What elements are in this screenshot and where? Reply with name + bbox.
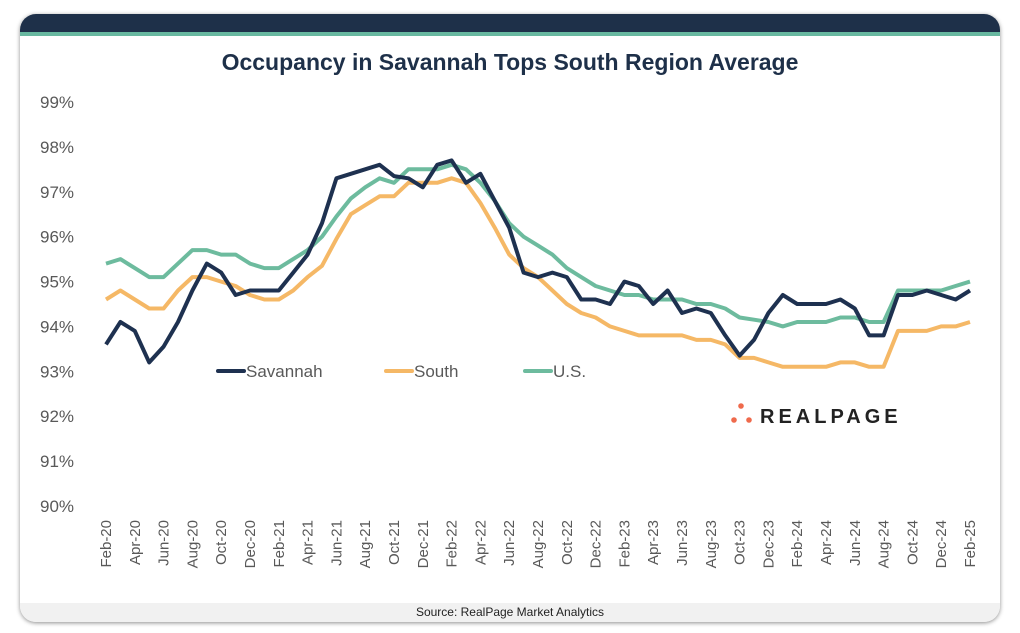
x-tick-label: Aug-23 — [703, 520, 720, 568]
x-tick-label: Jun-20 — [156, 520, 173, 566]
x-tick-label: Oct-20 — [213, 520, 230, 565]
x-tick-label: Jun-24 — [847, 520, 864, 566]
source-note: Source: RealPage Market Analytics — [20, 603, 1000, 622]
x-tick-label: Dec-23 — [760, 520, 777, 568]
x-tick-label: Apr-22 — [472, 520, 489, 565]
y-tick-label: 99% — [40, 93, 74, 112]
y-tick-label: 96% — [40, 228, 74, 247]
x-tick-label: Feb-23 — [616, 520, 633, 568]
x-tick-label: Jun-21 — [328, 520, 345, 566]
logo-dot — [746, 417, 752, 423]
x-tick-label: Apr-21 — [300, 520, 317, 565]
y-tick-label: 90% — [40, 497, 74, 516]
x-tick-label: Feb-25 — [962, 520, 979, 568]
y-axis: 90% 91% 92% 93% 94% 95% 96% 97% 98% 99% — [40, 93, 74, 516]
x-tick-label: Dec-21 — [415, 520, 432, 568]
x-tick-label: Dec-24 — [933, 520, 950, 568]
series-line-us — [105, 162, 971, 329]
x-tick-label: Aug-20 — [184, 520, 201, 568]
x-tick-label: Apr-23 — [645, 520, 662, 565]
x-tick-label: Aug-21 — [357, 520, 374, 568]
x-tick-label: Apr-24 — [818, 520, 835, 565]
x-tick-label: Oct-21 — [386, 520, 403, 565]
realpage-logo: REALPAGE — [731, 403, 902, 428]
y-tick-label: 94% — [40, 317, 74, 336]
x-tick-label: Feb-24 — [789, 520, 806, 568]
series-line-savannah — [104, 158, 972, 365]
y-tick-label: 98% — [40, 138, 74, 157]
y-tick-label: 92% — [40, 407, 74, 426]
x-tick-label: Oct-24 — [904, 520, 921, 565]
y-tick-label: 97% — [40, 183, 74, 202]
y-tick-label: 93% — [40, 362, 74, 381]
x-tick-label: Dec-22 — [588, 520, 605, 568]
chart-title: Occupancy in Savannah Tops South Region … — [221, 49, 799, 75]
logo-dot — [738, 403, 744, 409]
logo-dot — [731, 417, 737, 423]
x-tick-label: Feb-20 — [98, 520, 115, 568]
x-tick-label: Aug-22 — [530, 520, 547, 568]
x-tick-label: Jun-22 — [501, 520, 518, 566]
x-tick-label: Oct-22 — [559, 520, 576, 565]
legend-label: U.S. — [553, 362, 586, 381]
series-line-south — [104, 176, 971, 369]
legend-label: Savannah — [246, 362, 323, 381]
series-lines — [104, 158, 972, 369]
x-tick-label: Oct-23 — [732, 520, 749, 565]
x-axis: Feb-20 Apr-20 Jun-20 Aug-20 Oct-20 Dec-20 Feb-… — [98, 520, 979, 568]
x-tick-label: Feb-22 — [444, 520, 461, 568]
x-tick-label: Aug-24 — [876, 520, 893, 568]
x-tick-label: Feb-21 — [271, 520, 288, 568]
logo-text: REALPAGE — [760, 406, 902, 428]
y-tick-label: 95% — [40, 273, 74, 292]
accent-stripe — [20, 32, 1000, 36]
y-tick-label: 91% — [40, 452, 74, 471]
legend-label: South — [414, 362, 458, 381]
x-tick-label: Apr-20 — [127, 520, 144, 565]
x-tick-label: Jun-23 — [674, 520, 691, 566]
header-bar — [20, 14, 1000, 32]
legend: Savannah South U.S. — [216, 362, 586, 381]
x-tick-label: Dec-20 — [242, 520, 259, 568]
